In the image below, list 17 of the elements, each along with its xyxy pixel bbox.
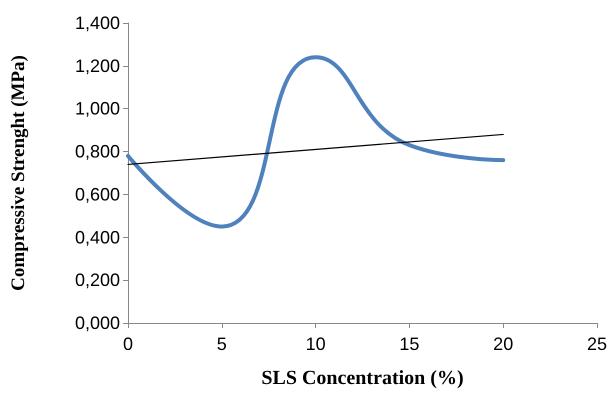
y-tick-label: 0,200 bbox=[74, 270, 120, 290]
x-tick-label: 20 bbox=[493, 334, 514, 354]
y-tick-label: 1,000 bbox=[74, 98, 120, 119]
y-axis-title: Compressive Strenght (MPa) bbox=[8, 55, 29, 291]
y-tick-label: 0,000 bbox=[74, 313, 120, 333]
line-series bbox=[126, 55, 506, 229]
x-tick-label: 10 bbox=[306, 334, 326, 354]
y-tick-label: 1,400 bbox=[74, 13, 120, 33]
y-tick-label: 0,400 bbox=[74, 227, 120, 248]
x-tick-label: 5 bbox=[216, 334, 227, 354]
x-tick-label: 25 bbox=[586, 334, 608, 354]
x-axis-title: SLS Concentration (%) bbox=[261, 367, 464, 389]
y-tick-label: 0,800 bbox=[74, 142, 120, 162]
x-tick-label: 0 bbox=[122, 334, 134, 354]
y-tick-label: 0,600 bbox=[74, 184, 120, 204]
x-tick-label: 15 bbox=[399, 334, 420, 354]
y-tick-label: 1,200 bbox=[74, 56, 120, 76]
